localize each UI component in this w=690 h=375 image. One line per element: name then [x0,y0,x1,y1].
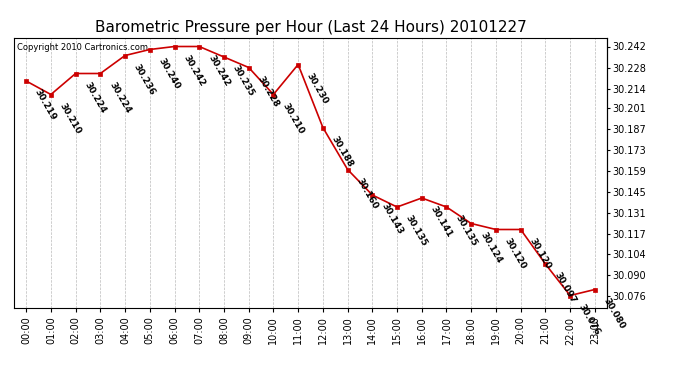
Text: 30.076: 30.076 [577,303,602,337]
Text: 30.160: 30.160 [355,177,380,211]
Text: 30.135: 30.135 [404,214,429,248]
Text: 30.242: 30.242 [181,54,206,88]
Text: 30.188: 30.188 [330,135,355,169]
Title: Barometric Pressure per Hour (Last 24 Hours) 20101227: Barometric Pressure per Hour (Last 24 Ho… [95,20,526,35]
Text: 30.224: 30.224 [83,81,108,115]
Text: 30.242: 30.242 [206,54,231,88]
Text: 30.236: 30.236 [132,63,157,97]
Text: 30.210: 30.210 [280,102,306,136]
Text: 30.143: 30.143 [380,202,404,236]
Text: Copyright 2010 Cartronics.com: Copyright 2010 Cartronics.com [17,43,148,52]
Text: 30.230: 30.230 [305,72,330,106]
Text: 30.219: 30.219 [33,88,58,122]
Text: 30.235: 30.235 [231,64,256,98]
Text: 30.124: 30.124 [478,231,503,265]
Text: 30.210: 30.210 [58,102,83,136]
Text: 30.120: 30.120 [503,237,528,271]
Text: 30.135: 30.135 [453,214,478,248]
Text: 30.228: 30.228 [255,75,281,109]
Text: 30.141: 30.141 [428,205,454,239]
Text: 30.240: 30.240 [157,57,181,91]
Text: 30.080: 30.080 [602,297,627,331]
Text: 30.097: 30.097 [552,271,578,305]
Text: 30.120: 30.120 [528,237,553,271]
Text: 30.224: 30.224 [107,81,132,115]
